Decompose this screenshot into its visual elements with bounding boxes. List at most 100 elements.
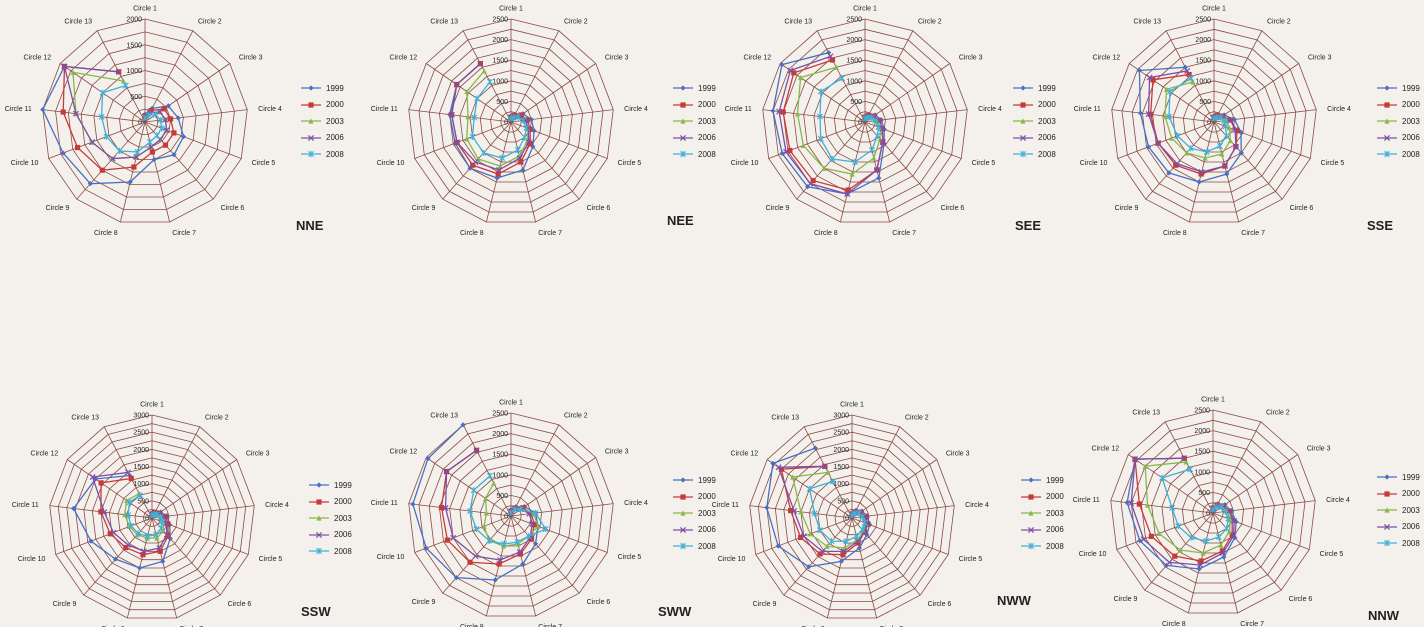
panel-label-ssw: SSW <box>301 604 331 619</box>
legend-swatch <box>673 543 693 550</box>
radar-category-label: Circle 13 <box>430 413 458 420</box>
radar-tick-label: 2000 <box>133 447 149 454</box>
radar-category-label: Circle 10 <box>718 556 746 563</box>
radar-tick-label: 3000 <box>833 413 849 420</box>
radar-point <box>135 530 142 537</box>
legend-swatch <box>309 515 329 521</box>
radar-point <box>107 531 113 537</box>
radar-category-label: Circle 8 <box>94 230 118 237</box>
radar-point <box>464 136 470 142</box>
legend-marker <box>680 510 686 516</box>
radar-category-label: Circle 10 <box>11 160 39 167</box>
radar-point <box>825 469 831 475</box>
radar-point <box>824 543 830 549</box>
radar-point <box>1181 455 1188 462</box>
radar-point <box>160 558 166 564</box>
legend-marker <box>1028 510 1034 516</box>
legend-marker <box>1383 523 1391 530</box>
legend-marker <box>1384 507 1390 513</box>
radar-category-label: Circle 1 <box>499 6 523 13</box>
radar-category-label: Circle 1 <box>853 6 877 13</box>
panel-label-nee: NEE <box>667 213 694 228</box>
radar-chart-nee: 0 500 1000 1500 2000 2500 Circle 1 Circle 2 Circ… <box>371 6 648 238</box>
radar-category-label: Circle 13 <box>784 19 812 26</box>
radar-category-label: Circle 5 <box>1321 160 1345 167</box>
radar-point <box>465 114 471 120</box>
radar-tick-label: 1500 <box>492 452 508 459</box>
legend-marker <box>308 102 314 108</box>
radar-point <box>828 538 835 545</box>
radar-point <box>99 89 106 96</box>
radar-point <box>816 527 823 534</box>
legend-item: 2000 <box>672 97 716 114</box>
radar-point <box>149 149 155 155</box>
radar-tick-label: 500 <box>496 99 508 106</box>
radar-point <box>852 158 859 166</box>
radar-category-label: Circle 9 <box>753 601 777 608</box>
radar-category-label: Circle 4 <box>624 106 648 113</box>
radar-point <box>826 50 832 56</box>
radar-point <box>1221 117 1228 124</box>
radar-point <box>494 175 500 181</box>
radar-category-label: Circle 6 <box>221 205 245 212</box>
radar-ring <box>1193 100 1235 143</box>
radar-point <box>839 75 846 82</box>
radar-category-label: Circle 2 <box>205 415 229 422</box>
radar-ring <box>762 18 968 223</box>
radar-point <box>859 513 866 520</box>
radar-category-label: Circle 13 <box>64 19 92 26</box>
legend-item: 2003 <box>672 505 716 522</box>
radar-point <box>133 153 140 161</box>
radar-category-label: Circle 10 <box>1080 160 1108 167</box>
radar-chart-sse: 0 500 1000 1500 2000 2500 Circle 1 Circle 2 Circ… <box>1074 6 1351 238</box>
panel-label-sse: SSE <box>1367 218 1394 233</box>
radar-point <box>1163 86 1170 92</box>
radar-ring <box>793 49 937 193</box>
radar-point <box>1234 128 1240 134</box>
legend-label: 2006 <box>326 133 344 143</box>
radar-category-label: Circle 5 <box>252 160 276 167</box>
radar-point <box>1229 517 1235 523</box>
radar-point <box>532 509 539 517</box>
legend-label: 2000 <box>698 100 716 110</box>
radar-point <box>497 556 504 564</box>
radar-point <box>438 504 445 511</box>
radar-ring <box>766 431 938 602</box>
radar-spoke <box>67 459 153 519</box>
radar-point <box>480 149 487 156</box>
radar-point <box>443 468 450 475</box>
radar-spoke <box>414 515 512 553</box>
radar-ring <box>439 443 583 587</box>
legend-item: 2000 <box>308 494 352 511</box>
radar-spoke <box>42 109 146 123</box>
legend-item: 2008 <box>1020 538 1064 555</box>
radar-category-label: Circle 6 <box>1290 205 1314 212</box>
legend-item: 1999 <box>1376 80 1420 97</box>
radar-point <box>148 143 155 151</box>
radar-tick-label: 0 <box>138 120 142 127</box>
legend-swatch <box>309 548 329 555</box>
radar-point <box>483 510 490 516</box>
radar-point <box>152 111 159 118</box>
panel-label-nww: NWW <box>997 593 1031 608</box>
radar-point <box>165 103 171 109</box>
radar-point <box>776 108 783 115</box>
legend-swatch <box>1377 474 1397 480</box>
radar-point <box>819 548 826 555</box>
radar-spoke <box>55 517 153 555</box>
radar-ring <box>800 466 904 569</box>
radar-point <box>1222 508 1229 515</box>
radar-spoke <box>1164 421 1214 514</box>
legend-label: 2006 <box>698 133 716 143</box>
radar-point <box>1223 132 1230 139</box>
radar-tick-label: 1000 <box>492 78 508 85</box>
radar-point <box>1216 142 1223 150</box>
legend-item: 2000 <box>300 97 344 114</box>
radar-point <box>501 540 508 548</box>
radar-point <box>1128 500 1135 507</box>
radar-point <box>1131 456 1139 463</box>
radar-spoke <box>1212 512 1239 614</box>
legend-item: 1999 <box>672 472 716 489</box>
radar-point <box>1159 474 1166 481</box>
radar-series-line <box>796 66 882 175</box>
